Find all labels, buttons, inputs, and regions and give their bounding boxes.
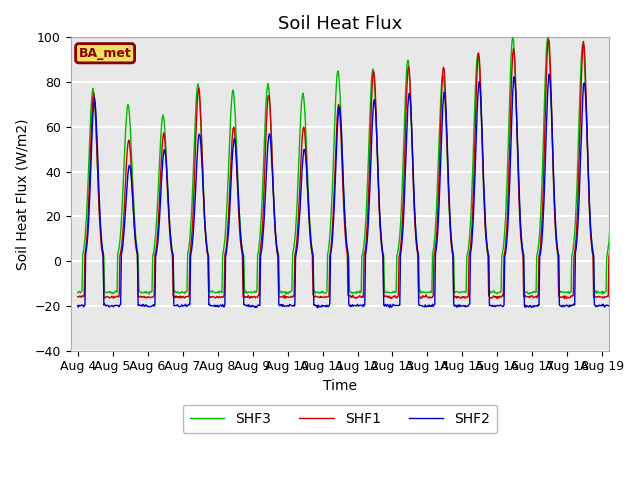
SHF3 — [164, 192, 172, 198]
SHF3 — [548, 132, 556, 137]
SHF2 — [607, 251, 614, 257]
SHF1 — [607, 244, 614, 250]
SHF3 — [560, 289, 568, 295]
Text: BA_met: BA_met — [79, 47, 131, 60]
SHF1 — [548, 96, 556, 102]
SHF3 — [607, 218, 614, 224]
SHF1 — [545, 36, 552, 42]
SHF3 — [544, 35, 552, 40]
Line: SHF1: SHF1 — [77, 39, 611, 299]
SHF3 — [74, 290, 81, 296]
SHF3 — [363, 192, 371, 198]
Title: Soil Heat Flux: Soil Heat Flux — [278, 15, 402, 33]
X-axis label: Time: Time — [323, 379, 357, 393]
SHF1 — [362, 239, 370, 244]
SHF1 — [570, 254, 578, 260]
Legend: SHF3, SHF1, SHF2: SHF3, SHF1, SHF2 — [182, 405, 497, 432]
SHF2 — [560, 303, 568, 309]
SHF2 — [545, 72, 553, 77]
SHF2 — [570, 301, 578, 307]
SHF3 — [570, 238, 578, 243]
Line: SHF3: SHF3 — [77, 37, 611, 294]
SHF2 — [554, 244, 561, 250]
SHF1 — [561, 296, 568, 301]
SHF1 — [74, 294, 81, 300]
SHF3 — [282, 291, 290, 297]
Line: SHF2: SHF2 — [77, 74, 611, 308]
SHF1 — [164, 198, 172, 204]
SHF2 — [74, 303, 81, 309]
SHF3 — [554, 244, 561, 250]
SHF2 — [164, 193, 172, 199]
SHF2 — [363, 240, 371, 246]
SHF1 — [552, 241, 560, 247]
SHF2 — [314, 305, 321, 311]
Y-axis label: Soil Heat Flux (W/m2): Soil Heat Flux (W/m2) — [15, 118, 29, 270]
SHF1 — [559, 294, 567, 300]
SHF2 — [548, 127, 556, 132]
